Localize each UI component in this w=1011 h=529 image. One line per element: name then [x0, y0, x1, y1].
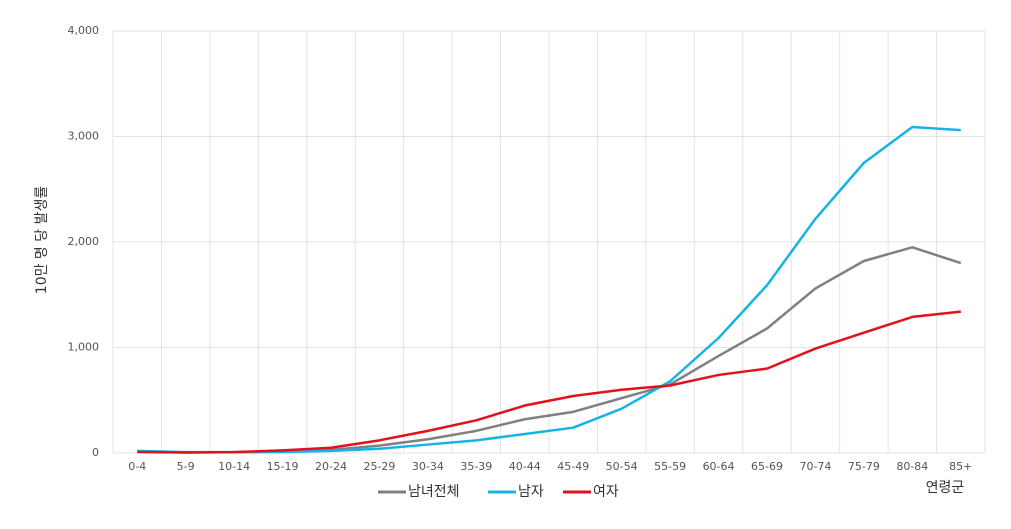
x-tick-label: 25-29	[363, 460, 395, 473]
line-1	[137, 125, 961, 454]
x-tick-label: 60-64	[703, 460, 735, 473]
legend-label: 남자	[518, 484, 544, 500]
x-tick-label: 70-74	[799, 460, 831, 473]
x-tick-label: 45-49	[557, 460, 589, 473]
x-tick-label: 75-79	[848, 460, 880, 473]
y-tick-label: 3,000	[68, 130, 100, 143]
x-tick-label: 30-34	[412, 460, 444, 473]
x-tick-label: 5-9	[177, 460, 195, 473]
y-tick-label: 4,000	[68, 24, 100, 37]
x-tick-label: 35-39	[460, 460, 492, 473]
y-tick-label: 1,000	[68, 341, 100, 354]
legend-label: 남녀전체	[408, 484, 460, 500]
line-2	[137, 310, 961, 454]
x-tick-label: 50-54	[606, 460, 638, 473]
x-tick-label: 80-84	[896, 460, 928, 473]
x-tick-label: 0-4	[128, 460, 146, 473]
y-axis-label: 10만 명 당 발생률	[34, 186, 50, 295]
x-tick-label: 55-59	[654, 460, 686, 473]
x-tick-label: 10-14	[218, 460, 250, 473]
y-tick-label: 2,000	[68, 235, 100, 248]
x-tick-label: 15-19	[267, 460, 299, 473]
x-tick-label: 85+	[949, 460, 972, 473]
x-tick-label: 20-24	[315, 460, 347, 473]
y-tick-label: 0	[92, 446, 99, 459]
x-tick-label: 65-69	[751, 460, 783, 473]
legend-label: 여자	[593, 484, 619, 500]
x-axis-label: 연령군	[926, 480, 965, 496]
legend: 남녀전체 남자 여자	[378, 484, 619, 500]
x-tick-label: 40-44	[509, 460, 541, 473]
